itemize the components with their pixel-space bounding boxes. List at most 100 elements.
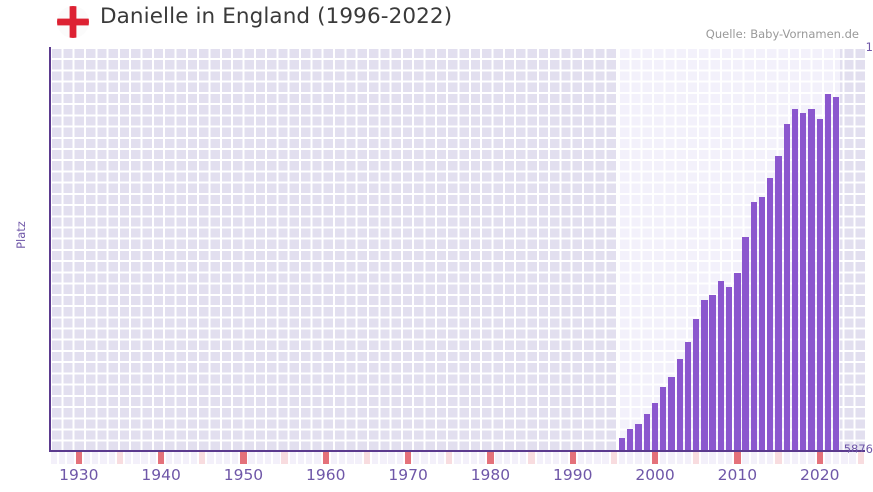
x-axis-tick-label: 1940 xyxy=(141,466,181,484)
x-axis-tick-cell xyxy=(413,452,420,464)
x-axis-tick-cell xyxy=(199,452,206,464)
x-axis-tick-cell xyxy=(553,452,560,464)
x-axis-tick-cell xyxy=(339,452,346,464)
x-axis-tick-cell xyxy=(166,452,173,464)
bar xyxy=(660,386,667,451)
x-axis-line xyxy=(49,450,865,452)
x-axis-tick-cell xyxy=(223,452,231,464)
x-axis-tick-cell xyxy=(824,452,832,464)
bar xyxy=(832,96,840,451)
x-axis-tick-cell xyxy=(454,452,461,464)
x-axis-tick-cell xyxy=(289,452,296,464)
x-axis-tick-cell xyxy=(816,452,823,464)
x-axis-tick-cell xyxy=(676,452,683,464)
bar xyxy=(693,319,700,451)
x-axis-tick-cell xyxy=(116,452,124,464)
x-axis-tick-cell xyxy=(832,452,840,464)
bar xyxy=(684,342,692,451)
bar xyxy=(800,113,807,451)
x-axis-tick-cell xyxy=(651,452,659,464)
x-axis-tick-cell xyxy=(750,452,757,464)
bar xyxy=(709,295,716,451)
x-axis-tick-cell xyxy=(108,452,115,464)
x-axis-tick-cell xyxy=(133,452,140,464)
bar xyxy=(717,281,725,451)
x-axis-tick-cell xyxy=(75,452,82,464)
x-axis-tick-cell xyxy=(627,452,634,464)
x-axis-tick-cell xyxy=(536,452,543,464)
bar xyxy=(791,108,799,451)
x-axis-tick-cell xyxy=(544,452,552,464)
x-axis-tick-cell xyxy=(67,452,74,464)
x-axis-tick-cell xyxy=(791,452,799,464)
x-axis-tick-cell xyxy=(470,452,478,464)
x-axis-tick-cell xyxy=(503,452,510,464)
x-axis-tick-cell xyxy=(462,452,469,464)
x-axis-tick-cell xyxy=(83,452,91,464)
x-axis-tick-label: 1960 xyxy=(306,466,346,484)
x-axis-tick-cell xyxy=(396,452,403,464)
x-axis-tick-cell xyxy=(783,452,790,464)
bar xyxy=(635,423,642,451)
x-axis-tick-cell xyxy=(355,452,362,464)
x-axis-tick-cell xyxy=(808,452,815,464)
x-axis-tick-cell xyxy=(709,452,716,464)
x-axis-tick-cell xyxy=(347,452,354,464)
x-axis-tick-cell xyxy=(849,452,856,464)
x-axis-tick-cell xyxy=(742,452,749,464)
x-axis-tick-label: 1970 xyxy=(388,466,428,484)
x-axis-tick-cell xyxy=(124,452,132,464)
x-axis-tick-cell xyxy=(520,452,527,464)
x-axis-tick-cell xyxy=(446,452,453,464)
x-axis-tick-cell xyxy=(857,452,864,464)
x-axis-tick-cell xyxy=(643,452,650,464)
x-axis-tick-cell xyxy=(758,452,766,464)
x-axis-tick-label: 1930 xyxy=(59,466,99,484)
x-axis-tick-cell xyxy=(306,452,313,464)
bar-series xyxy=(50,47,865,451)
x-axis-tick-cell xyxy=(248,452,255,464)
x-axis-tick-cell xyxy=(610,452,618,464)
x-axis-tick-cell xyxy=(404,452,412,464)
chart-title: Danielle in England (1996-2022) xyxy=(100,4,453,29)
x-axis-tick-cell xyxy=(141,452,148,464)
x-axis-tick-cell xyxy=(528,452,535,464)
x-axis-tick-cell xyxy=(371,452,379,464)
x-axis-tick-cell xyxy=(561,452,568,464)
x-axis-tick-cell xyxy=(264,452,272,464)
bar xyxy=(742,236,749,451)
england-flag-icon xyxy=(57,6,89,38)
y-axis-line xyxy=(49,47,51,452)
x-axis-tick-label: 1950 xyxy=(223,466,264,484)
x-axis-tick-cell xyxy=(487,452,494,464)
x-axis-tick-cell xyxy=(59,452,66,464)
x-axis-tick-cell xyxy=(437,452,445,464)
x-axis-tick-cell xyxy=(215,452,222,464)
x-axis-tick-cell xyxy=(363,452,371,464)
bar xyxy=(783,123,790,451)
x-axis-tick-cell xyxy=(232,452,239,464)
x-axis-tick-cell xyxy=(668,452,675,464)
x-axis-tick-cell xyxy=(322,452,329,464)
bar xyxy=(750,202,757,451)
x-axis-tick-cell xyxy=(92,452,99,464)
x-axis-tick-label: 2020 xyxy=(799,466,840,484)
x-axis-tick-cell xyxy=(281,452,288,464)
bar xyxy=(758,197,766,451)
bar xyxy=(651,402,659,451)
bar xyxy=(627,429,634,451)
bar xyxy=(676,358,683,451)
x-axis-tick-cell xyxy=(330,452,338,464)
x-axis-tick-cell xyxy=(693,452,700,464)
x-axis-tick-cell xyxy=(569,452,576,464)
bar xyxy=(618,437,626,451)
x-axis-tick-label: 2000 xyxy=(635,466,675,484)
x-axis-tick-cell xyxy=(157,452,165,464)
bar xyxy=(725,286,733,451)
x-axis-tick-cell xyxy=(734,452,741,464)
x-axis-tick-cell xyxy=(767,452,774,464)
x-axis-tick-cell xyxy=(256,452,264,464)
x-axis-tick-cell xyxy=(100,452,107,464)
x-axis-tick-cell xyxy=(618,452,626,464)
x-axis-tick-cell xyxy=(182,452,189,464)
